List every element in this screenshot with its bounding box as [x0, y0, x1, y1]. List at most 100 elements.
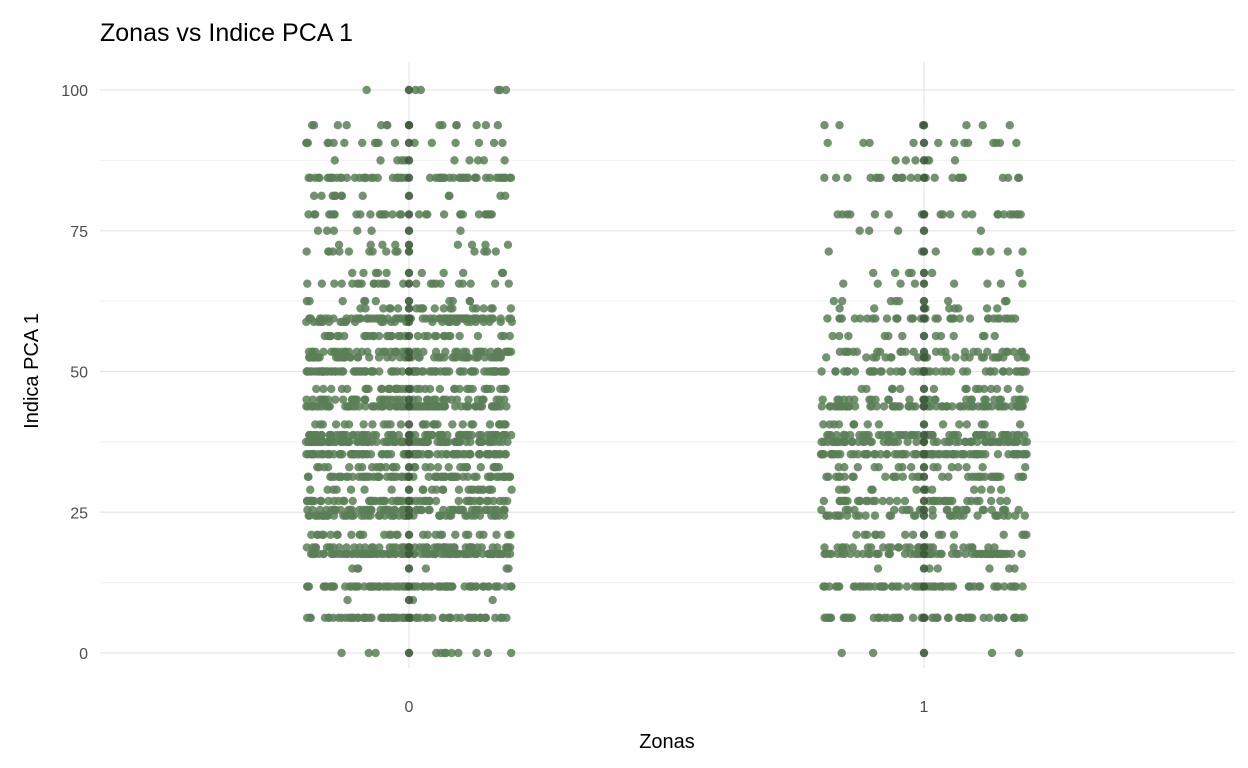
point [380, 530, 389, 539]
point [440, 648, 449, 658]
point [330, 279, 339, 288]
point [454, 648, 463, 658]
point [320, 613, 330, 623]
point [990, 543, 999, 552]
point [960, 450, 969, 459]
point [1005, 564, 1014, 573]
point [431, 496, 441, 506]
point [404, 367, 414, 376]
point [834, 485, 844, 494]
point [949, 331, 958, 341]
point [972, 450, 981, 459]
point [322, 505, 331, 515]
point [839, 279, 848, 288]
point [908, 613, 918, 623]
point [949, 543, 958, 552]
point [488, 549, 497, 559]
point [938, 210, 948, 219]
point [404, 582, 414, 591]
point [448, 304, 457, 313]
point [433, 450, 442, 459]
point [986, 485, 996, 494]
point [978, 120, 987, 130]
point [986, 247, 995, 256]
point [382, 268, 391, 278]
point [971, 384, 981, 394]
point [392, 582, 402, 591]
point [886, 353, 895, 362]
point [387, 530, 396, 539]
point [436, 549, 446, 559]
point [885, 496, 894, 506]
point [305, 314, 314, 323]
point [319, 347, 328, 356]
point [311, 367, 320, 376]
point [865, 138, 874, 148]
point [934, 138, 943, 148]
point [397, 472, 406, 481]
point [404, 85, 414, 95]
point [417, 549, 426, 559]
point [346, 485, 356, 494]
point [339, 430, 348, 440]
point [333, 530, 342, 539]
point [465, 156, 474, 165]
point [404, 247, 414, 256]
point [971, 472, 980, 481]
point [504, 543, 513, 552]
point [364, 648, 373, 658]
point [454, 430, 464, 440]
point [404, 120, 414, 130]
point [439, 505, 448, 515]
point [456, 173, 466, 183]
point [337, 437, 347, 447]
point [862, 353, 871, 362]
point [1018, 279, 1027, 288]
point [495, 496, 504, 506]
point [333, 120, 343, 130]
point [404, 191, 414, 201]
point [453, 240, 463, 250]
point [882, 314, 892, 323]
point [317, 395, 326, 404]
point [974, 582, 984, 591]
point [368, 543, 378, 552]
point [359, 173, 369, 183]
point [501, 582, 510, 591]
point [404, 543, 414, 552]
point [364, 384, 373, 394]
point [928, 582, 937, 591]
point [339, 331, 349, 341]
point [828, 331, 837, 341]
point [946, 582, 956, 591]
point [404, 304, 414, 313]
point [467, 240, 477, 250]
point [325, 173, 334, 183]
point [929, 437, 938, 447]
point [472, 120, 481, 130]
point [960, 347, 970, 356]
point [341, 347, 350, 356]
point [825, 420, 834, 429]
point [375, 210, 385, 219]
point [465, 496, 474, 506]
point [1017, 549, 1026, 559]
point [477, 430, 486, 440]
point [919, 463, 929, 472]
point [933, 463, 942, 472]
point [829, 296, 839, 306]
y-tick-label: 50 [70, 365, 88, 382]
point [919, 347, 929, 356]
point [885, 549, 895, 559]
point [313, 463, 322, 472]
point [333, 549, 342, 559]
point [945, 304, 954, 313]
point [375, 463, 384, 472]
point [919, 648, 929, 658]
point [1007, 402, 1016, 411]
point [327, 549, 336, 559]
point [909, 138, 918, 148]
point [879, 402, 889, 411]
point [466, 450, 475, 459]
point [977, 485, 986, 494]
